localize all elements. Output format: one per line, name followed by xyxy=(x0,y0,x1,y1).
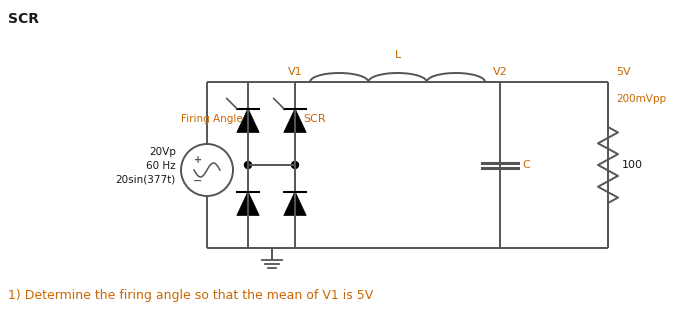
Text: 100: 100 xyxy=(622,160,643,170)
Polygon shape xyxy=(284,108,306,133)
Polygon shape xyxy=(284,192,306,215)
Text: 5V: 5V xyxy=(616,67,631,77)
Polygon shape xyxy=(237,108,259,133)
Text: SCR: SCR xyxy=(8,12,39,26)
Text: 20sin(377t): 20sin(377t) xyxy=(116,175,176,185)
Text: 60 Hz: 60 Hz xyxy=(146,161,176,171)
Text: Firing Angle: Firing Angle xyxy=(181,113,243,123)
Text: +: + xyxy=(194,155,202,165)
Text: 1) Determine the firing angle so that the mean of V1 is 5V: 1) Determine the firing angle so that th… xyxy=(8,289,374,302)
Text: V1: V1 xyxy=(287,67,302,77)
Text: −: − xyxy=(193,176,203,186)
Text: SCR: SCR xyxy=(303,113,326,123)
Polygon shape xyxy=(237,192,259,215)
Text: C: C xyxy=(522,160,530,170)
Text: 200mVpp: 200mVpp xyxy=(616,94,666,104)
Text: 20Vp: 20Vp xyxy=(149,147,176,157)
Circle shape xyxy=(244,162,252,169)
Circle shape xyxy=(291,162,299,169)
Text: V2: V2 xyxy=(493,67,507,77)
Text: L: L xyxy=(394,50,400,60)
